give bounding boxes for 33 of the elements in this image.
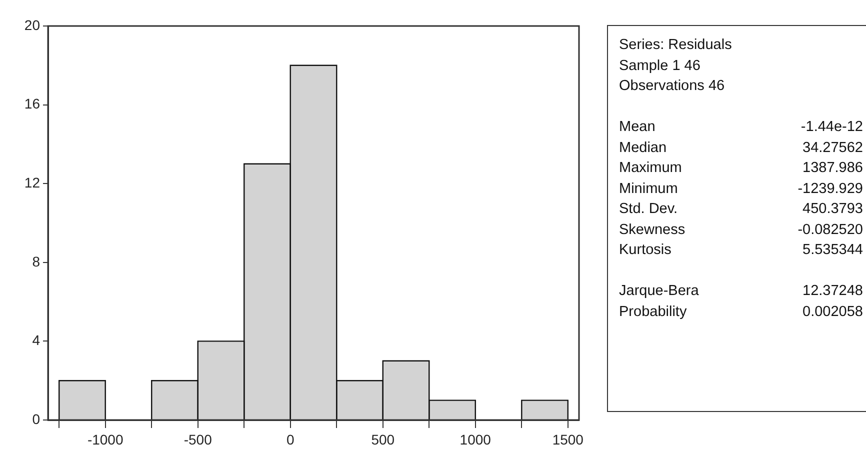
x-tick-label: 1500: [552, 431, 584, 448]
text: Maximum: [619, 159, 683, 178]
y-tick-label: 0: [32, 410, 40, 427]
y-tick-label: 12: [24, 174, 40, 190]
text: Minimum: [619, 180, 679, 198]
text: 5.535344: [802, 241, 863, 260]
text: Kurtosis: [619, 241, 672, 260]
text: 1387.986: [802, 159, 863, 178]
x-tick-label: -1000: [87, 431, 124, 448]
x-tick-label: 500: [371, 431, 395, 448]
y-tick-label: 8: [32, 253, 40, 270]
text: -0.082520: [796, 220, 863, 240]
text: Observations 46: [619, 77, 726, 96]
text: Median: [619, 138, 668, 158]
y-tick-label: 20: [24, 16, 40, 33]
text: Probability: [619, 302, 688, 322]
text: Mean: [619, 118, 656, 137]
text: Skewness: [619, 220, 686, 240]
x-tick-label: -500: [184, 431, 212, 448]
text: -1239.929: [796, 180, 863, 198]
text: Jarque-Bera: [619, 282, 700, 301]
text: Sample 1 46: [619, 56, 702, 76]
text: 12.37248: [802, 282, 863, 301]
text: -1.44e-12: [800, 118, 863, 137]
text: Std. Dev.: [619, 200, 679, 219]
text: 34.27562: [802, 138, 863, 158]
text: Series: Residuals: [619, 36, 733, 55]
text: 450.3793: [802, 200, 863, 219]
text: 0.002058: [802, 302, 863, 322]
y-tick-label: 16: [24, 96, 40, 112]
x-tick-label: 1000: [460, 431, 492, 448]
x-tick-label: 0: [286, 431, 294, 448]
y-tick-label: 4: [32, 332, 40, 348]
